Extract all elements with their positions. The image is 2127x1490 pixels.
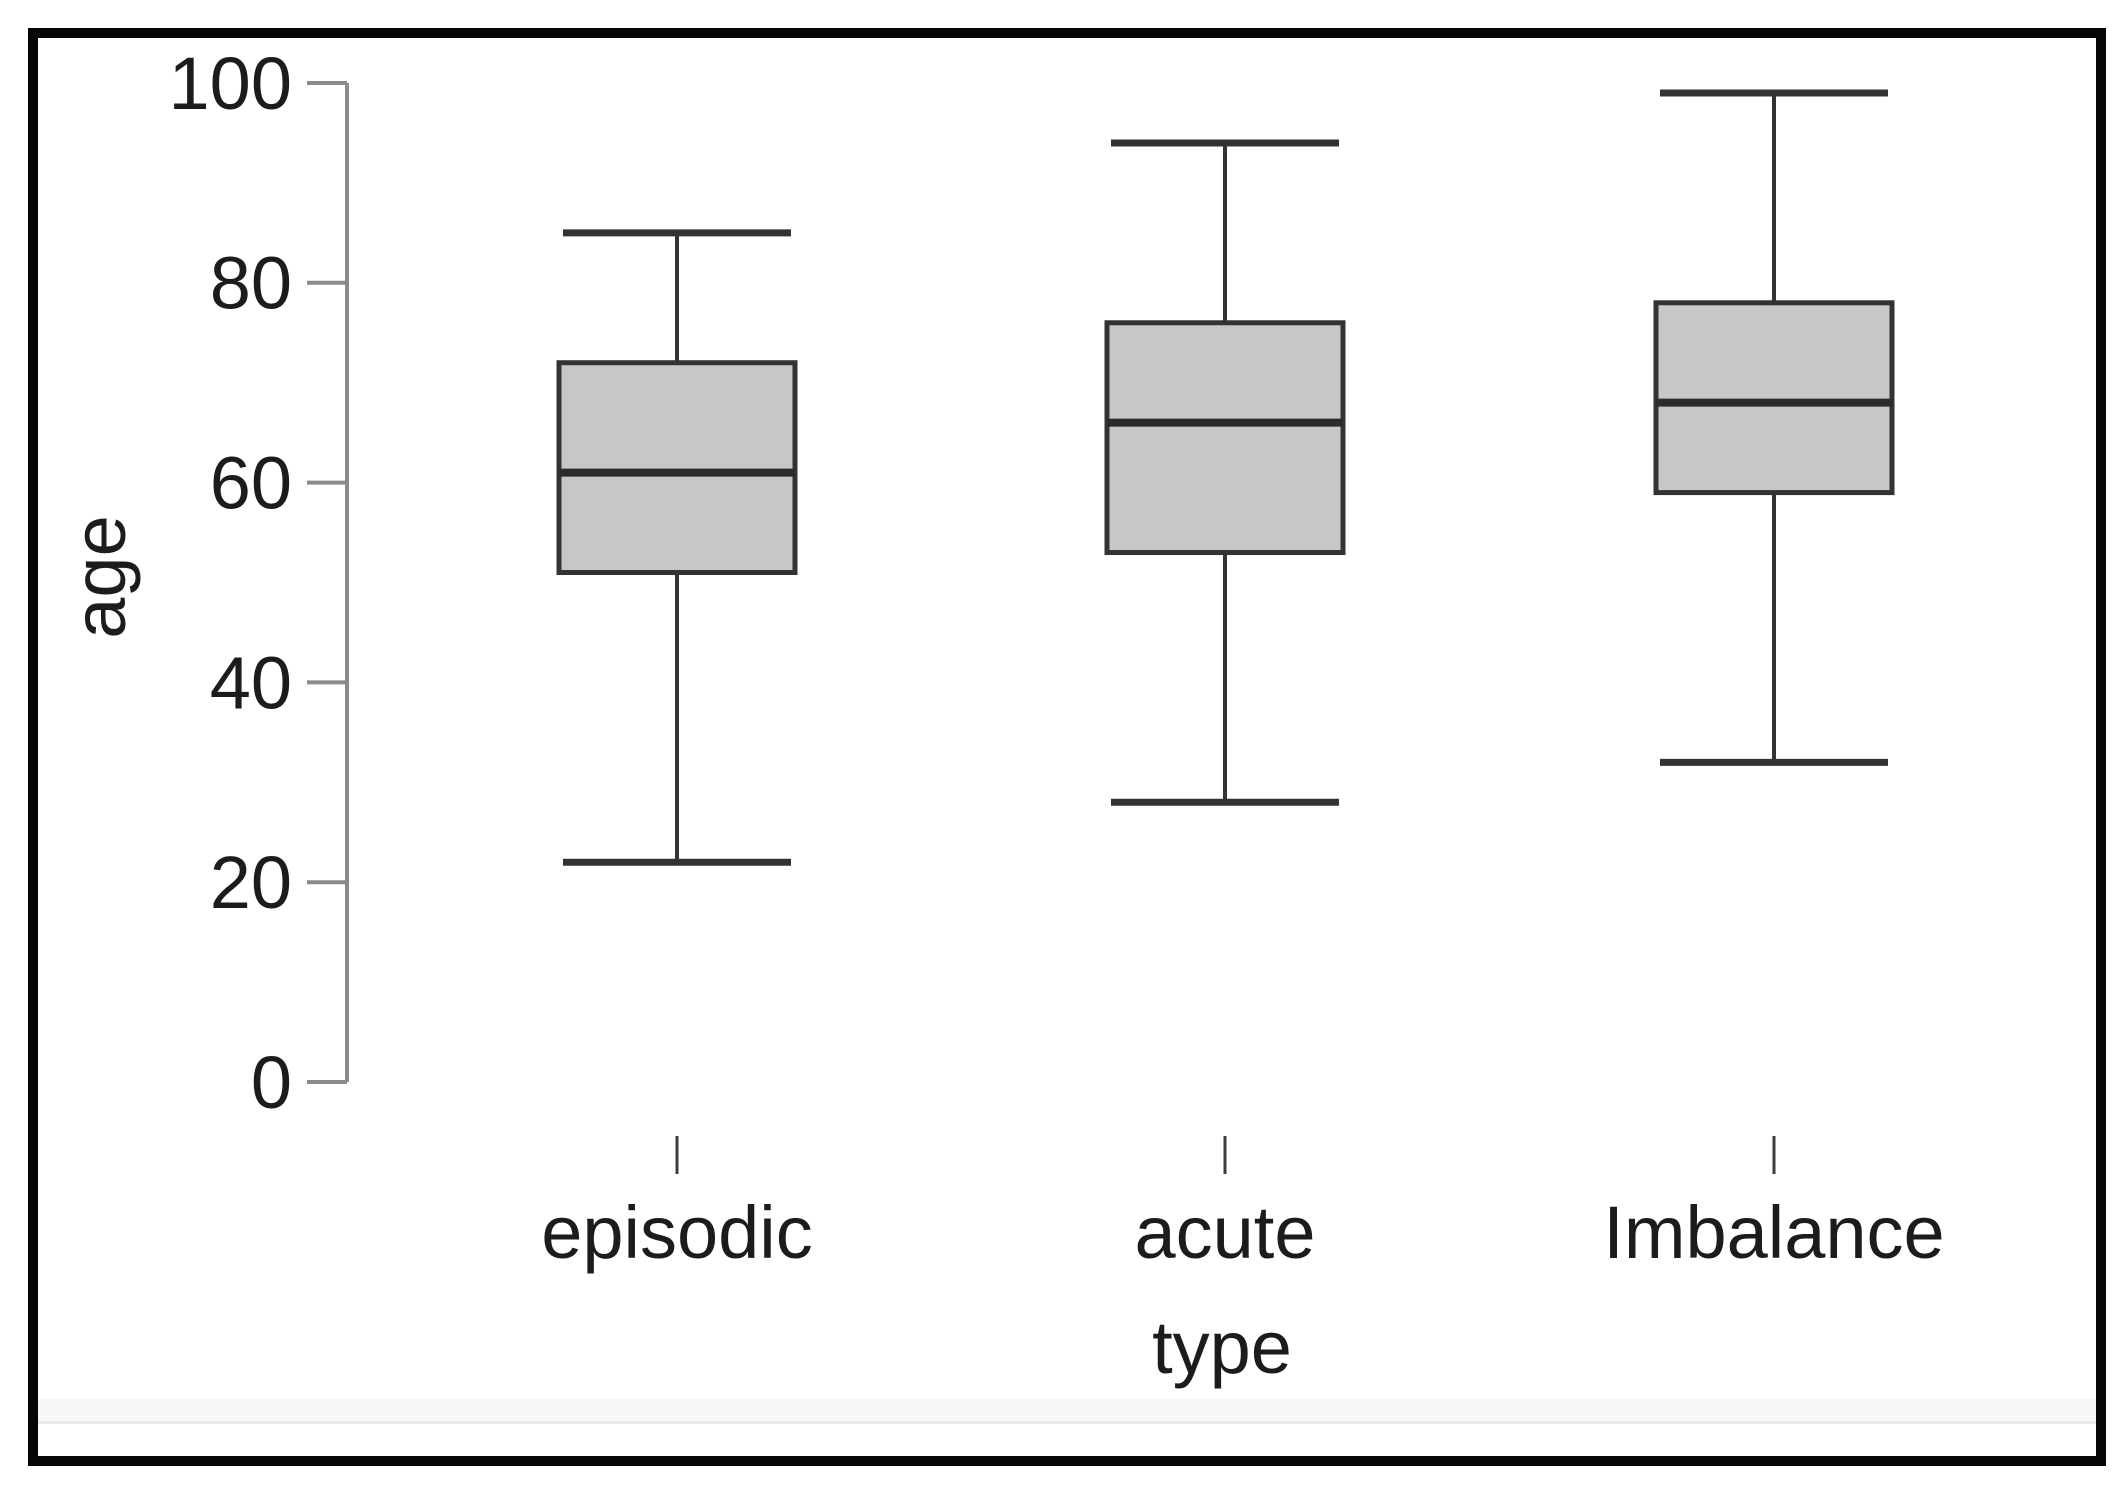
y-tick-label-80: 80 [210,242,292,325]
x-axis-title: type [1152,1306,1292,1389]
y-tick-label-60: 60 [210,442,292,525]
boxplot-episodic-box [556,360,798,576]
y-tick-label-100: 100 [169,42,292,125]
boxplot-acute-box [1104,320,1346,556]
footer-band [38,1399,2096,1424]
boxplot-imbalance-box [1653,300,1895,496]
chart-frame [28,28,2106,1466]
x-tick-label-imbalance: Imbalance [1603,1191,1944,1274]
x-tick-label-acute: acute [1134,1191,1315,1274]
y-tick-label-40: 40 [210,641,292,724]
y-tick-label-0: 0 [251,1041,292,1124]
y-tick-label-20: 20 [210,841,292,924]
x-tick-label-episodic: episodic [541,1191,813,1274]
y-axis-title: age [58,515,141,639]
